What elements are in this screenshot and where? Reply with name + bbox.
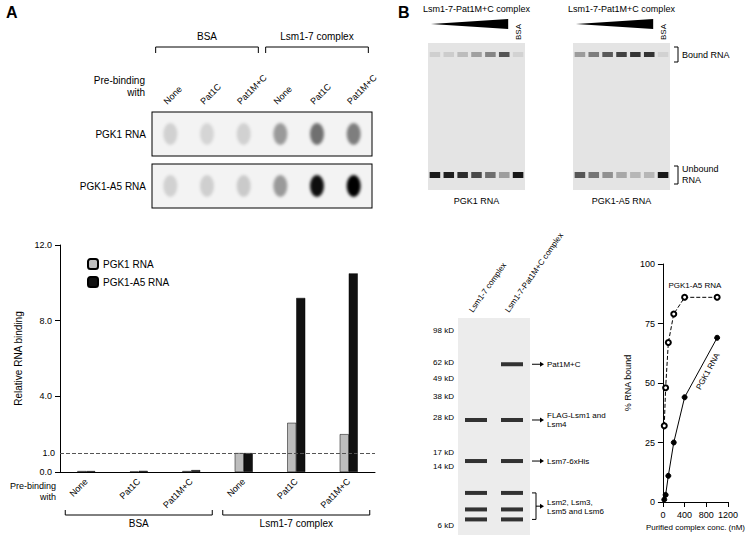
svg-text:Lsm1-7 complex: Lsm1-7 complex: [280, 31, 353, 42]
svg-text:38 kD: 38 kD: [433, 392, 454, 401]
svg-text:Lsm2, Lsm3,: Lsm2, Lsm3,: [547, 498, 593, 507]
svg-text:8.0: 8.0: [39, 316, 52, 326]
svg-text:6 kD: 6 kD: [438, 521, 455, 530]
svg-text:Pat1M+C: Pat1M+C: [235, 72, 269, 106]
svg-text:17 kD: 17 kD: [433, 448, 454, 457]
svg-text:None: None: [272, 84, 294, 106]
svg-text:PGK1-A5 RNA: PGK1-A5 RNA: [80, 181, 146, 192]
svg-text:Pre-binding: Pre-binding: [10, 481, 56, 491]
svg-text:BSA: BSA: [514, 23, 523, 40]
svg-text:0: 0: [660, 510, 665, 520]
svg-text:BSA: BSA: [197, 31, 217, 42]
svg-text:BSA: BSA: [129, 518, 149, 529]
svg-text:Bound RNA: Bound RNA: [682, 50, 730, 60]
svg-text:RNA: RNA: [682, 175, 701, 185]
svg-text:800: 800: [699, 510, 714, 520]
svg-text:PGK1 RNA: PGK1 RNA: [103, 259, 154, 270]
svg-text:Pre-binding: Pre-binding: [94, 75, 145, 86]
svg-text:Pat1C: Pat1C: [118, 476, 143, 501]
svg-text:0: 0: [650, 497, 655, 507]
svg-text:Purified complex conc. (nM): Purified complex conc. (nM): [646, 523, 745, 532]
svg-text:4.0: 4.0: [39, 391, 52, 401]
svg-text:14 kD: 14 kD: [433, 462, 454, 471]
svg-text:Lsm1-7-Pat1M+C complex: Lsm1-7-Pat1M+C complex: [503, 231, 565, 314]
svg-text:A: A: [6, 4, 18, 21]
svg-text:Relative RNA binding: Relative RNA binding: [13, 311, 24, 406]
svg-text:None: None: [162, 84, 184, 106]
svg-text:Pat1M+C: Pat1M+C: [161, 476, 195, 510]
svg-text:FLAG-Lsm1 and: FLAG-Lsm1 and: [547, 411, 606, 420]
svg-text:Lsm4: Lsm4: [547, 420, 567, 429]
svg-text:PGK1-A5 RNA: PGK1-A5 RNA: [592, 196, 652, 206]
svg-text:49 kD: 49 kD: [433, 374, 454, 383]
svg-text:PGK1 RNA: PGK1 RNA: [454, 196, 500, 206]
svg-text:400: 400: [677, 510, 692, 520]
svg-text:PGK1-A5 RNA: PGK1-A5 RNA: [668, 281, 722, 290]
svg-text:with: with: [39, 492, 56, 502]
svg-text:Unbound: Unbound: [682, 164, 719, 174]
svg-text:Pat1M+C: Pat1M+C: [547, 360, 581, 369]
svg-text:None: None: [225, 476, 247, 498]
svg-text:PGK1-A5 RNA: PGK1-A5 RNA: [103, 277, 169, 288]
svg-text:BSA: BSA: [659, 23, 668, 40]
svg-text:Lsm7-6xHis: Lsm7-6xHis: [547, 457, 589, 466]
svg-text:Lsm5 and Lsm6: Lsm5 and Lsm6: [547, 507, 604, 516]
svg-text:Pat1M+C: Pat1M+C: [345, 72, 379, 106]
svg-text:1200: 1200: [718, 510, 738, 520]
svg-text:100: 100: [640, 259, 655, 269]
svg-text:Pat1C: Pat1C: [308, 81, 333, 106]
svg-text:25: 25: [645, 438, 655, 448]
svg-text:Lsm1-7-Pat1M+C complex: Lsm1-7-Pat1M+C complex: [423, 4, 530, 14]
svg-text:1.0: 1.0: [42, 448, 55, 458]
svg-text:98 kD: 98 kD: [433, 326, 454, 335]
svg-text:Lsm1-7 complex: Lsm1-7 complex: [467, 261, 508, 314]
svg-text:None: None: [68, 476, 90, 498]
svg-text:12.0: 12.0: [34, 240, 52, 250]
svg-text:0.0: 0.0: [39, 467, 52, 477]
svg-text:B: B: [398, 4, 410, 21]
svg-text:Pat1C: Pat1C: [198, 81, 223, 106]
svg-text:62 kD: 62 kD: [433, 358, 454, 367]
svg-text:Pat1M+C: Pat1M+C: [319, 476, 353, 510]
svg-text:Lsm1-7-Pat1M+C complex: Lsm1-7-Pat1M+C complex: [568, 4, 675, 14]
svg-text:PGK1 RNA: PGK1 RNA: [694, 351, 722, 392]
svg-text:Lsm1-7 complex: Lsm1-7 complex: [260, 518, 333, 529]
svg-text:% RNA bound: % RNA bound: [623, 355, 633, 412]
svg-text:with: with: [126, 87, 145, 98]
svg-text:Pat1C: Pat1C: [275, 476, 300, 501]
svg-text:28 kD: 28 kD: [433, 413, 454, 422]
svg-text:50: 50: [645, 378, 655, 388]
svg-text:75: 75: [645, 319, 655, 329]
svg-text:PGK1 RNA: PGK1 RNA: [95, 129, 146, 140]
